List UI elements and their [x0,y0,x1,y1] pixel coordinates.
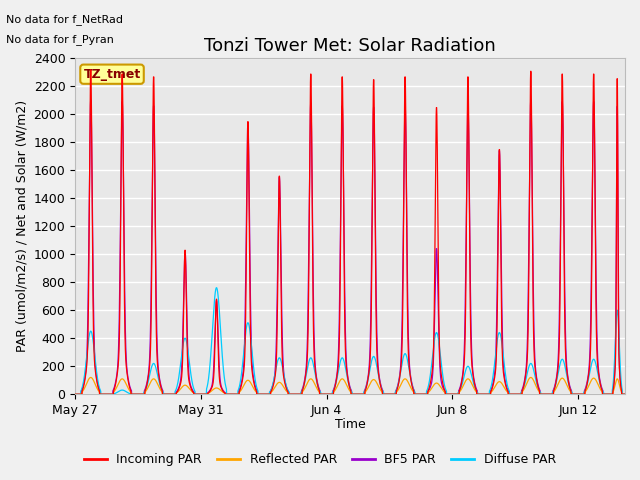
Y-axis label: PAR (umol/m2/s) / Net and Solar (W/m2): PAR (umol/m2/s) / Net and Solar (W/m2) [15,100,28,352]
Text: No data for f_Pyran: No data for f_Pyran [6,34,115,45]
Title: Tonzi Tower Met: Solar Radiation: Tonzi Tower Met: Solar Radiation [204,36,496,55]
X-axis label: Time: Time [335,419,365,432]
Text: No data for f_NetRad: No data for f_NetRad [6,14,124,25]
Text: TZ_tmet: TZ_tmet [83,68,141,81]
Legend: Incoming PAR, Reflected PAR, BF5 PAR, Diffuse PAR: Incoming PAR, Reflected PAR, BF5 PAR, Di… [79,448,561,471]
